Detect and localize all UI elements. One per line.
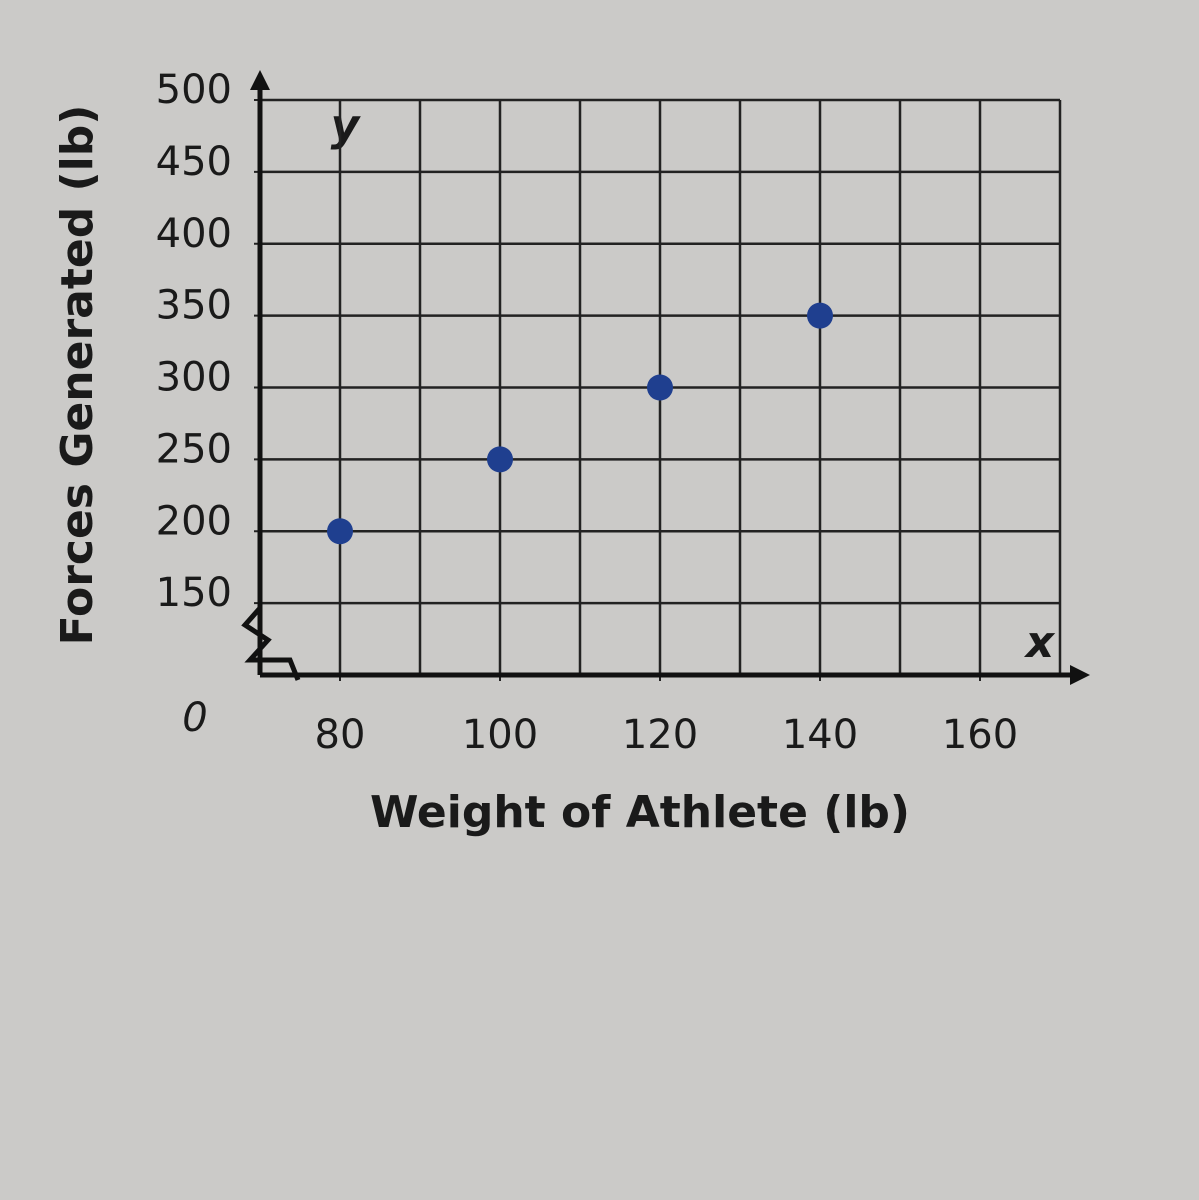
x-tick-label: 120 (622, 712, 698, 758)
x-axis-title: Weight of Athlete (lb) (370, 787, 910, 838)
y-tick-label: 300 (156, 355, 232, 401)
point (327, 518, 353, 545)
x-arrow (1070, 665, 1090, 685)
point (807, 302, 833, 329)
y-axis-title: Forces Generated (lb) (52, 105, 103, 646)
point (487, 446, 513, 473)
x-axis-name: x (1024, 617, 1056, 668)
y-tick-label: 200 (156, 498, 232, 544)
x-tick-label: 160 (942, 712, 1018, 758)
x-tick-label: 140 (782, 712, 858, 758)
y-tick-label: 250 (156, 426, 232, 472)
y-axis-name: y (331, 100, 362, 151)
x-tick-label: 100 (462, 712, 538, 758)
y-tick-label: 500 (156, 67, 232, 113)
y-tick-label: 400 (156, 211, 232, 257)
point (647, 374, 673, 401)
x-tick-label: 80 (315, 712, 366, 758)
y-tick-label: 150 (156, 570, 232, 616)
y-arrow (250, 70, 270, 90)
y-tick-label: 450 (156, 139, 232, 185)
y-tick-label: 350 (156, 283, 232, 329)
origin-label: 0 (182, 695, 207, 741)
